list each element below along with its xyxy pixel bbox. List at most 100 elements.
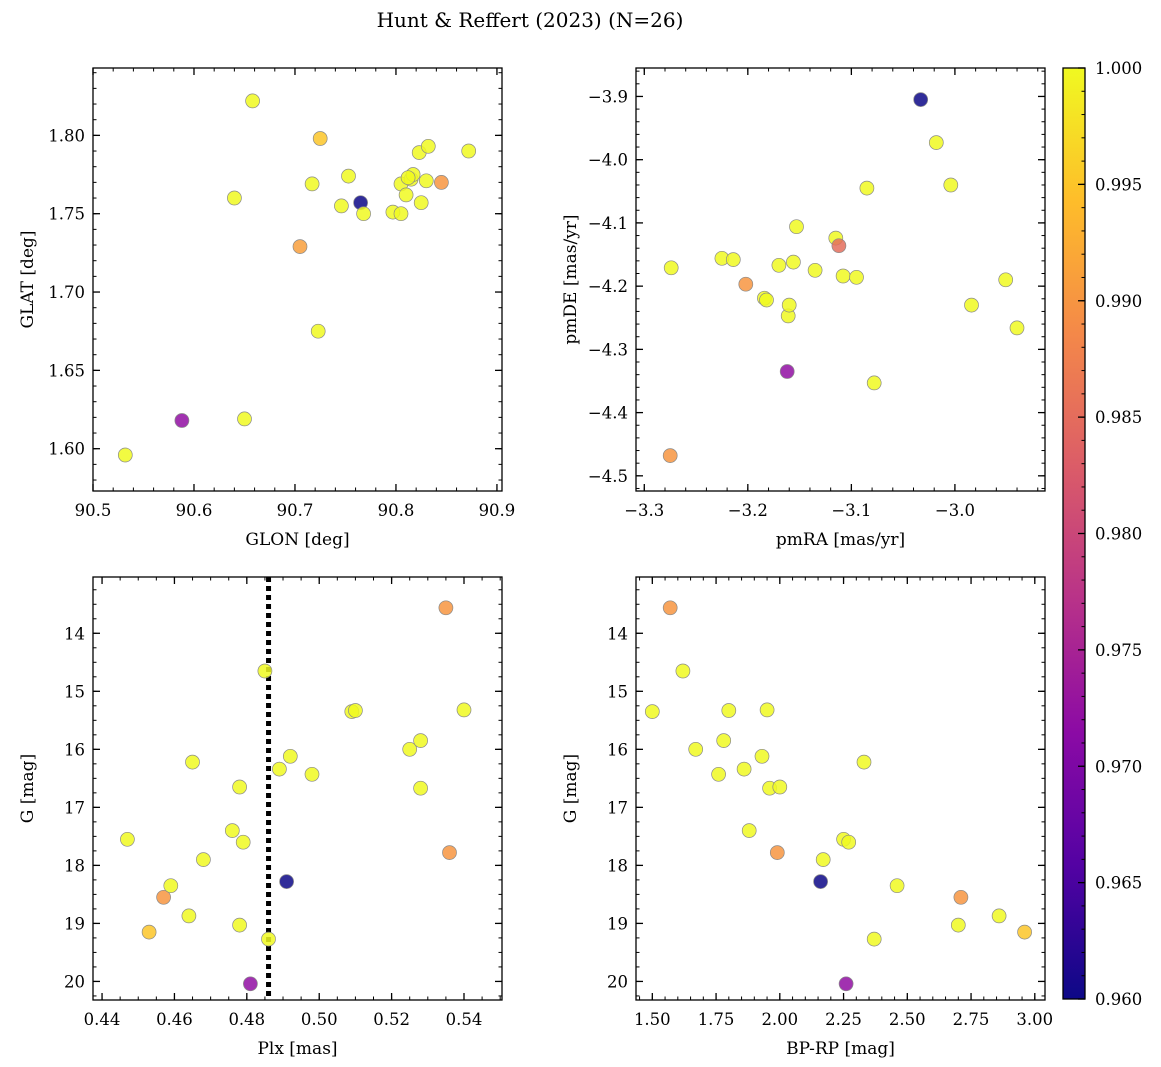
data-point (393, 206, 409, 222)
data-point (831, 238, 847, 254)
data-point (1017, 924, 1032, 940)
data-point (781, 297, 797, 313)
axis-ticks (636, 577, 1045, 1000)
y-axis-label: pmDE [mas/yr] (561, 214, 581, 344)
data-point (913, 92, 929, 107)
x-tick-label: −3.0 (935, 501, 975, 520)
data-point (261, 931, 276, 947)
colorbar-tick-label: 1.000 (1095, 59, 1142, 78)
data-point (754, 748, 770, 764)
y-tick-label: 15 (607, 682, 628, 701)
axes-frame (635, 67, 1046, 492)
data-point (279, 874, 294, 889)
y-tick-label: 14 (64, 624, 85, 643)
data-point (644, 704, 660, 719)
data-point (721, 703, 737, 718)
data-point (235, 834, 251, 850)
x-tick-label: 0.50 (301, 1010, 338, 1029)
data-point (400, 170, 416, 186)
x-tick-label: 90.5 (75, 501, 112, 520)
data-point (438, 600, 454, 616)
x-axis-label: GLON [deg] (245, 530, 349, 550)
data-point (442, 845, 457, 860)
data-point (224, 823, 240, 838)
data-point (120, 831, 135, 847)
panel-bprp-g: 1.50 1.75 2.00 2.25 2.50 2.75 3.00 14 15 16 17 18 19… (561, 576, 1053, 1059)
data-point (813, 874, 828, 889)
data-point (841, 834, 857, 850)
data-point (185, 754, 200, 770)
x-tick-label: 0.52 (373, 1010, 410, 1029)
data-point (341, 168, 356, 184)
scatter-points (644, 600, 1032, 992)
data-point (232, 917, 247, 933)
axis-ticks (93, 577, 502, 1000)
data-point (413, 780, 428, 796)
panel-glon-glat: 90.5 90.6 90.7 90.8 90.9 1.60 1.65 1.70 1.75 1.80… (18, 67, 516, 550)
axis-ticks (636, 68, 1045, 491)
x-tick-label: 90.9 (479, 501, 516, 520)
data-point (196, 852, 211, 867)
data-point (304, 766, 320, 782)
panel-plx-g: 0.44 0.46 0.48 0.50 0.52 0.54 14 15 16 17 18 19 20 Pl… (18, 576, 503, 1059)
y-tick-label: 1.70 (48, 283, 85, 302)
data-point (117, 447, 133, 463)
x-tick-label: −3.2 (728, 501, 768, 520)
panels: 90.5 90.6 90.7 90.8 90.9 1.60 1.65 1.70 1.75 1.80… (18, 67, 1053, 1059)
x-tick-label: −3.3 (624, 501, 664, 520)
data-point (772, 779, 788, 795)
x-tick-label: 90.8 (378, 501, 415, 520)
x-tick-label: 2.50 (889, 1010, 926, 1029)
y-tick-label: 16 (607, 740, 628, 759)
y-axis-label: G [mag] (18, 754, 38, 823)
data-point (413, 195, 429, 211)
data-point (928, 135, 944, 150)
data-point (849, 269, 864, 285)
data-point (815, 852, 831, 867)
y-tick-label: 19 (607, 914, 628, 933)
colorbar-tick-label: 0.965 (1095, 874, 1142, 893)
data-point (163, 878, 179, 894)
x-axis-label: BP-RP [mag] (786, 1039, 895, 1059)
colorbar-tick-label: 0.980 (1095, 525, 1142, 544)
scatter-points (662, 92, 1025, 463)
y-tick-label: 18 (64, 856, 85, 875)
data-point (141, 924, 157, 940)
x-tick-label: 1.50 (634, 1010, 671, 1029)
y-tick-label: −4.4 (588, 404, 628, 423)
x-tick-label: 1.75 (698, 1010, 735, 1029)
data-point (272, 761, 287, 777)
x-axis-label: pmRA [mas/yr] (776, 530, 905, 550)
data-point (950, 917, 966, 933)
y-tick-label: 1.65 (48, 361, 85, 380)
data-point (998, 272, 1014, 288)
data-point (759, 702, 775, 718)
data-point (282, 748, 298, 764)
data-point (348, 703, 363, 718)
y-tick-label: 17 (607, 798, 628, 817)
data-point (725, 252, 741, 267)
x-tick-label: 0.48 (228, 1010, 265, 1029)
data-point (418, 173, 434, 189)
data-point (304, 176, 320, 192)
x-tick-label: 90.6 (176, 501, 213, 520)
data-point (662, 448, 678, 463)
scatter-points (117, 93, 477, 463)
data-point (736, 761, 752, 777)
data-point (789, 219, 804, 235)
data-point (866, 375, 882, 391)
data-point (292, 239, 308, 254)
y-tick-label: −4.0 (588, 151, 628, 170)
y-tick-label: 15 (64, 682, 85, 701)
data-point (461, 143, 477, 159)
colorbar-tick-label: 0.960 (1095, 990, 1142, 1009)
data-point (356, 206, 371, 222)
data-point (741, 823, 757, 838)
y-tick-label: −4.2 (588, 277, 628, 296)
panel-pmra-pmde: −3.3 −3.2 −3.1 −3.0 −4.5 −4.4 −4.3 −4.2 −4.1 −4.0… (561, 67, 1046, 550)
data-point (856, 754, 872, 770)
y-tick-label: 20 (64, 972, 85, 991)
y-tick-label: 17 (64, 798, 85, 817)
data-point (771, 257, 787, 273)
data-point (312, 131, 328, 146)
